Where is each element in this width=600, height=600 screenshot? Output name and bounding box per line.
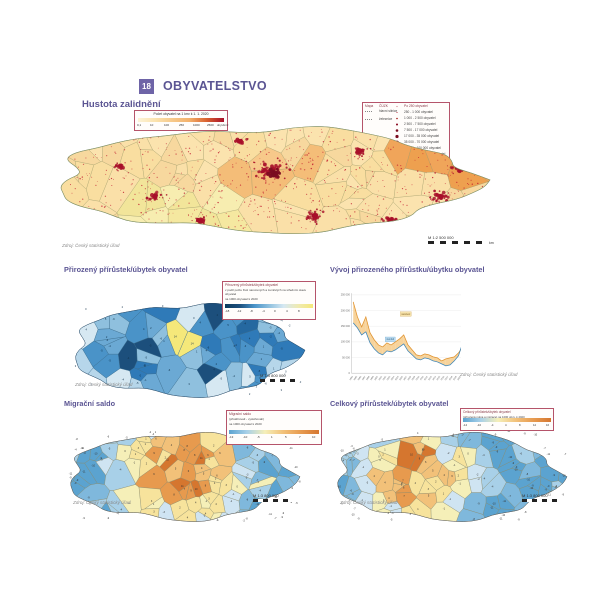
svg-text:-11: -11	[69, 472, 73, 475]
svg-text:-10: -10	[526, 479, 530, 482]
svg-text:200 000: 200 000	[341, 309, 351, 312]
svg-text:-10: -10	[530, 487, 534, 490]
svg-text:-9: -9	[517, 518, 520, 521]
svg-text:0: 0	[162, 304, 164, 308]
svg-text:4: 4	[417, 432, 419, 435]
svg-text:-8: -8	[76, 438, 79, 441]
svg-text:-9: -9	[357, 517, 360, 520]
svg-text:-7: -7	[564, 453, 567, 456]
svg-text:-10: -10	[514, 469, 518, 472]
svg-text:-4: -4	[74, 448, 77, 451]
svg-text:-5: -5	[295, 502, 298, 505]
svg-text:100 000: 100 000	[341, 341, 351, 344]
svg-text:-10: -10	[91, 465, 95, 468]
svg-text:-11: -11	[499, 518, 503, 521]
svg-text:-10: -10	[351, 514, 355, 517]
svg-text:3: 3	[75, 364, 77, 368]
svg-text:zemřelí: zemřelí	[387, 339, 395, 341]
svg-text:1: 1	[155, 431, 157, 434]
svg-text:-11: -11	[81, 447, 85, 450]
svg-text:-10: -10	[294, 466, 298, 469]
svg-text:-5: -5	[390, 518, 393, 521]
svg-text:-10: -10	[340, 450, 344, 453]
svg-text:-6: -6	[264, 382, 267, 386]
svg-text:0: 0	[300, 380, 302, 384]
svg-text:-6: -6	[107, 435, 110, 438]
svg-text:-9: -9	[562, 494, 565, 497]
svg-text:0: 0	[85, 307, 87, 311]
svg-text:-11: -11	[268, 513, 272, 516]
svg-text:narození: narození	[401, 314, 410, 316]
svg-text:-7: -7	[274, 517, 277, 520]
svg-text:-11: -11	[547, 453, 551, 456]
svg-text:-10: -10	[508, 456, 512, 459]
svg-text:-9: -9	[69, 476, 72, 479]
svg-text:-9: -9	[107, 517, 110, 520]
svg-text:-9: -9	[523, 433, 526, 436]
svg-text:-9: -9	[281, 516, 284, 519]
svg-text:-10: -10	[502, 514, 506, 517]
svg-text:-11: -11	[490, 506, 494, 509]
svg-text:2: 2	[249, 392, 251, 396]
svg-text:0: 0	[348, 372, 350, 375]
svg-text:-11: -11	[503, 500, 507, 503]
svg-text:-10: -10	[94, 453, 98, 456]
svg-text:2: 2	[122, 305, 124, 309]
svg-text:-11: -11	[82, 471, 86, 474]
svg-text:-9: -9	[282, 512, 285, 515]
svg-text:50 000: 50 000	[342, 356, 350, 359]
svg-text:-1: -1	[216, 519, 219, 522]
svg-text:-9: -9	[83, 517, 86, 520]
svg-text:-5: -5	[125, 436, 128, 439]
svg-text:-8: -8	[298, 481, 301, 484]
svg-text:-8: -8	[245, 518, 248, 521]
svg-text:-7: -7	[544, 447, 547, 450]
svg-text:-4: -4	[116, 513, 119, 516]
svg-text:-8: -8	[524, 511, 527, 514]
svg-text:-10: -10	[534, 434, 538, 437]
svg-text:-10: -10	[492, 503, 496, 506]
svg-text:250 000: 250 000	[341, 294, 351, 297]
svg-text:-7: -7	[353, 507, 356, 510]
svg-text:-2: -2	[288, 323, 291, 327]
svg-text:150 000: 150 000	[341, 325, 351, 328]
svg-text:3: 3	[281, 388, 283, 392]
svg-text:-11: -11	[289, 447, 293, 450]
